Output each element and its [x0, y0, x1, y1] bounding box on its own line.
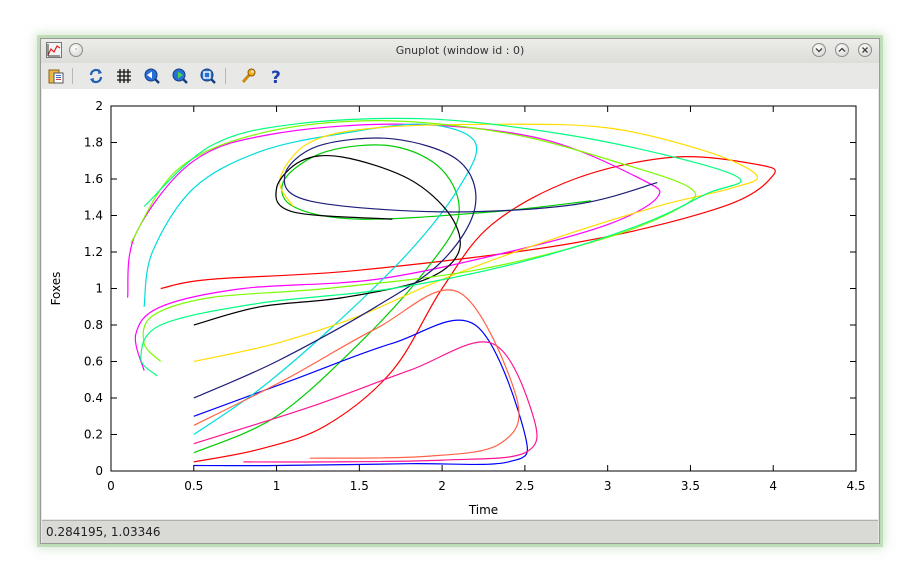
y-tick-label: 1.2	[84, 245, 103, 259]
series-line	[160, 156, 776, 463]
grid-icon	[117, 69, 131, 83]
y-tick-label: 1.6	[84, 172, 103, 186]
series-line	[193, 341, 538, 463]
plot-frame	[110, 105, 857, 472]
title-bar[interactable]: · Gnuplot (window id : 0)	[41, 39, 879, 63]
chevron-up-icon	[838, 47, 846, 52]
x-tick-label: 2.5	[515, 479, 534, 493]
cursor-coordinates: 0.284195, 1.03346	[46, 525, 161, 539]
y-tick-label: 1.4	[84, 209, 103, 223]
y-tick-label: 0	[95, 464, 103, 478]
minimize-button[interactable]	[812, 43, 826, 57]
phase-plot-chart[interactable]: 0 0.5 1 1.5 2 2.5 3 3.5 4 4.5 0 0.2 0.4 0.6 0.8 1 1.2 1.…	[42, 89, 878, 519]
next-zoom-button[interactable]	[171, 67, 189, 85]
y-axis-label: Foxes	[49, 272, 63, 306]
series-line	[127, 123, 661, 371]
plot-area[interactable]: 0 0.5 1 1.5 2 2.5 3 3.5 4 4.5 0 0.2 0.4 0.6 0.8 1 1.2 1.…	[42, 89, 878, 519]
series-line	[193, 144, 592, 454]
y-tick-label: 0.4	[84, 391, 103, 405]
status-bar: 0.284195, 1.03346	[42, 520, 878, 543]
help-icon: ?	[271, 68, 281, 85]
x-tick-label: 0.5	[184, 479, 203, 493]
previous-zoom-button[interactable]	[143, 67, 161, 85]
x-axis-label: Time	[468, 503, 498, 517]
maximize-button[interactable]	[835, 43, 849, 57]
next-zoom-icon	[172, 68, 188, 84]
close-icon	[862, 47, 868, 53]
x-tick-label: 4	[769, 479, 777, 493]
x-tick-label: 3.5	[681, 479, 700, 493]
x-tick-label: 0	[107, 479, 115, 493]
sticky-pin-button[interactable]: ·	[69, 43, 83, 57]
x-axis-ticks: 0 0.5 1 1.5 2 2.5 3 3.5 4 4.5	[107, 106, 866, 493]
gnuplot-app-icon[interactable]	[46, 42, 62, 58]
series-line	[193, 137, 658, 399]
y-tick-label: 1	[95, 282, 103, 296]
series-line	[140, 117, 742, 377]
y-tick-label: 0.6	[84, 355, 103, 369]
toolbar: ?	[41, 63, 879, 89]
previous-zoom-icon	[144, 68, 160, 84]
chevron-down-icon	[815, 48, 823, 53]
x-tick-label: 3	[604, 479, 612, 493]
x-tick-label: 2	[438, 479, 446, 493]
gnuplot-window: · Gnuplot (window id : 0)	[40, 38, 880, 544]
settings-wrench-icon	[241, 68, 256, 83]
copy-clipboard-icon	[48, 69, 64, 84]
grid-button[interactable]	[115, 67, 133, 85]
y-tick-label: 0.2	[84, 428, 103, 442]
series-curves	[127, 117, 776, 467]
series-line	[193, 289, 520, 459]
replot-icon	[89, 68, 103, 84]
svg-text:?: ?	[271, 68, 281, 85]
replot-button[interactable]	[87, 67, 105, 85]
x-tick-label: 1	[273, 479, 281, 493]
settings-button[interactable]	[239, 67, 257, 85]
autoscale-button[interactable]	[199, 67, 217, 85]
series-line	[193, 123, 759, 363]
copy-clipboard-button[interactable]	[47, 67, 65, 85]
series-line	[130, 119, 697, 362]
y-axis-ticks: 0 0.2 0.4 0.6 0.8 1 1.2 1.4 1.6 1.8 2	[84, 99, 856, 478]
autoscale-icon	[200, 68, 216, 84]
window-title: Gnuplot (window id : 0)	[395, 44, 525, 57]
series-line	[143, 123, 478, 435]
y-tick-label: 0.8	[84, 318, 103, 332]
help-button[interactable]: ?	[267, 67, 285, 85]
y-tick-label: 2	[95, 99, 103, 113]
series-line	[193, 319, 528, 467]
toolbar-separator	[225, 68, 226, 84]
toolbar-separator	[72, 68, 73, 84]
series-line	[193, 154, 461, 326]
x-tick-label: 4.5	[846, 479, 865, 493]
close-button[interactable]	[858, 43, 872, 57]
x-tick-label: 1.5	[350, 479, 369, 493]
y-tick-label: 1.8	[84, 136, 103, 150]
